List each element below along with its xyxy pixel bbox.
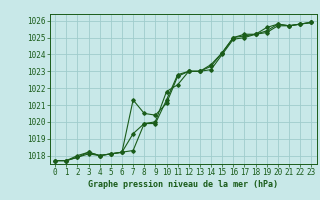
X-axis label: Graphe pression niveau de la mer (hPa): Graphe pression niveau de la mer (hPa): [88, 180, 278, 189]
